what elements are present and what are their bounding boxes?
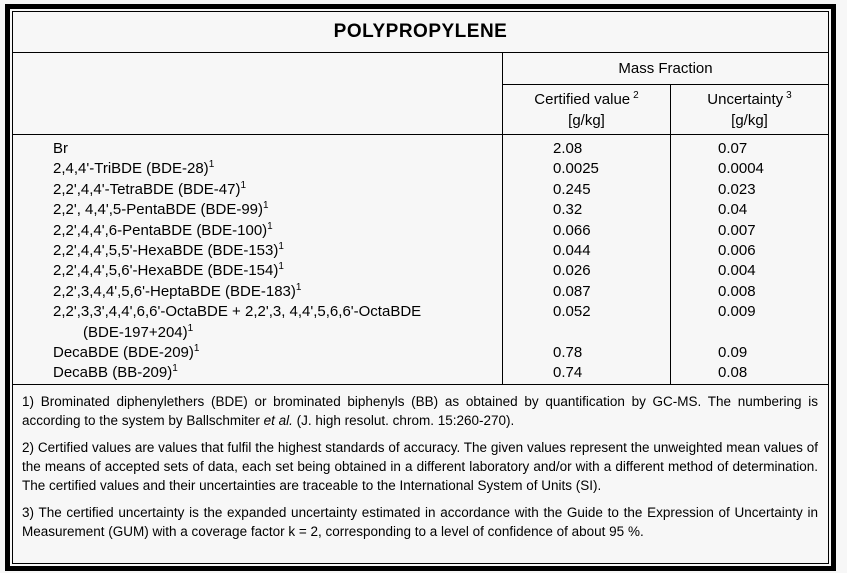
uncertainty-value: 0.007 (718, 221, 756, 239)
footnote: 3) The certified uncertainty is the expa… (22, 503, 818, 541)
certified-value: 0.026 (553, 262, 591, 280)
uncertainty-value: 0.008 (718, 282, 756, 300)
certified-value: 0.245 (553, 180, 591, 198)
footnote-text-italic: et al. (263, 413, 293, 428)
certificate-outer-frame: POLYPROPYLENE Mass Fraction Certified va… (5, 4, 836, 571)
analyte-name: 2,2',4,4'-TetraBDE (BDE-47)1 (53, 179, 247, 198)
certified-value: 0.32 (553, 201, 583, 219)
uncertainty-column: 0.07 0.0004 0.023 0.04 0.007 0.006 0.004 0.008 0… (671, 135, 828, 384)
certified-value: 2.08 (553, 140, 583, 157)
empty-value-line (718, 323, 828, 343)
empty-value-line (553, 323, 670, 343)
uncertainty-value: 0.006 (718, 241, 756, 259)
analyte-name: 2,2',4,4',5,6'-HexaBDE (BDE-154)1 (53, 261, 284, 280)
analyte-footnote-mark: 1 (263, 200, 269, 212)
analyte-column: Br 2,4,4'-TriBDE (BDE-28)1 2,2',4,4'-Tetra… (13, 135, 503, 384)
group-header-row: Mass Fraction (13, 53, 828, 85)
analyte-name: 2,2',4,4',6-PentaBDE (BDE-100)1 (53, 220, 273, 239)
analyte-name: DecaBB (BB-209)1 (53, 363, 178, 382)
certified-value: 0.066 (553, 221, 591, 239)
analyte-name: 2,2',3,4,4',5,6'-HeptaBDE (BDE-183)1 (53, 281, 302, 300)
analyte-name: 2,2',3,3',4,4',6,6'-OctaBDE + 2,2',3, 4,… (53, 303, 422, 321)
footnote-text: (J. high resolut. chrom. 15:260-270). (292, 413, 515, 428)
analyte-footnote-mark: 1 (187, 322, 194, 334)
uncertainty-value: 0.07 (718, 140, 748, 157)
certified-value: 0.087 (553, 282, 591, 300)
empty-analyte-header-cell (13, 53, 503, 85)
footnote-text: 1) Brominated diphenylethers (BDE) or br… (22, 394, 818, 428)
certified-value-footnote-mark: 2 (633, 90, 639, 101)
certified-value-header: Certified value 2 [g/kg] (503, 85, 671, 134)
uncertainty-value: 0.009 (718, 303, 756, 321)
analyte-footnote-mark: 1 (208, 159, 215, 171)
certified-value: 0.044 (553, 241, 591, 259)
uncertainty-value: 0.023 (718, 180, 756, 198)
analyte-footnote-mark: 1 (240, 179, 247, 191)
uncertainty-value: 0.0004 (718, 160, 764, 178)
footnote-text: 2) Certified values are values that fulf… (22, 440, 818, 493)
footnote-text: 3) The certified uncertainty is the expa… (22, 505, 818, 539)
footnotes-section: 1) Brominated diphenylethers (BDE) or br… (13, 385, 828, 563)
data-body: Br 2,4,4'-TriBDE (BDE-28)1 2,2',4,4'-Tetra… (13, 135, 828, 385)
certified-value-label: Certified value (534, 91, 631, 108)
analyte-footnote-mark: 1 (267, 220, 273, 232)
analyte-footnote-mark: 1 (295, 281, 302, 293)
uncertainty-header: Uncertainty 3 [g/kg] (671, 85, 828, 134)
analyte-name: 2,2',4,4',5,5'-HexaBDE (BDE-153)1 (53, 240, 284, 259)
uncertainty-footnote-mark: 3 (786, 90, 792, 101)
analyte-footnote-mark: 1 (278, 240, 284, 252)
footnote: 1) Brominated diphenylethers (BDE) or br… (22, 392, 818, 430)
certified-value-column: 2.08 0.0025 0.245 0.32 0.066 0.044 0.026 0.087 0… (503, 135, 671, 384)
certified-value: 0.052 (553, 303, 591, 321)
page-title: POLYPROPYLENE (13, 12, 828, 53)
analyte-name-continued: (BDE-197+204)1 (83, 322, 194, 341)
analyte-footnote-mark: 1 (172, 363, 178, 375)
empty-analyte-header-cell-2 (13, 85, 503, 134)
uncertainty-unit: [g/kg] (731, 112, 768, 129)
mass-fraction-header: Mass Fraction (503, 53, 828, 85)
certified-value: 0.0025 (553, 160, 599, 178)
certified-value: 0.74 (553, 364, 583, 382)
uncertainty-value: 0.09 (718, 343, 748, 361)
footnote: 2) Certified values are values that fulf… (22, 438, 818, 495)
certified-value: 0.78 (553, 343, 583, 361)
analyte-footnote-mark: 1 (193, 342, 200, 354)
analyte-footnote-mark: 1 (278, 261, 284, 273)
certificate-table: POLYPROPYLENE Mass Fraction Certified va… (12, 11, 829, 564)
analyte-name: 2,4,4'-TriBDE (BDE-28)1 (53, 159, 215, 178)
analyte-name: 2,2', 4,4',5-PentaBDE (BDE-99)1 (53, 200, 269, 219)
uncertainty-value: 0.004 (718, 262, 756, 280)
uncertainty-value: 0.08 (718, 364, 748, 382)
analyte-name: DecaBDE (BDE-209)1 (53, 342, 200, 361)
analyte-name: Br (53, 140, 68, 157)
uncertainty-label: Uncertainty (707, 91, 784, 108)
certified-value-unit: [g/kg] (568, 112, 605, 129)
uncertainty-value: 0.04 (718, 201, 748, 219)
column-header-row: Certified value 2 [g/kg] Uncertainty 3 [g/… (13, 85, 828, 135)
